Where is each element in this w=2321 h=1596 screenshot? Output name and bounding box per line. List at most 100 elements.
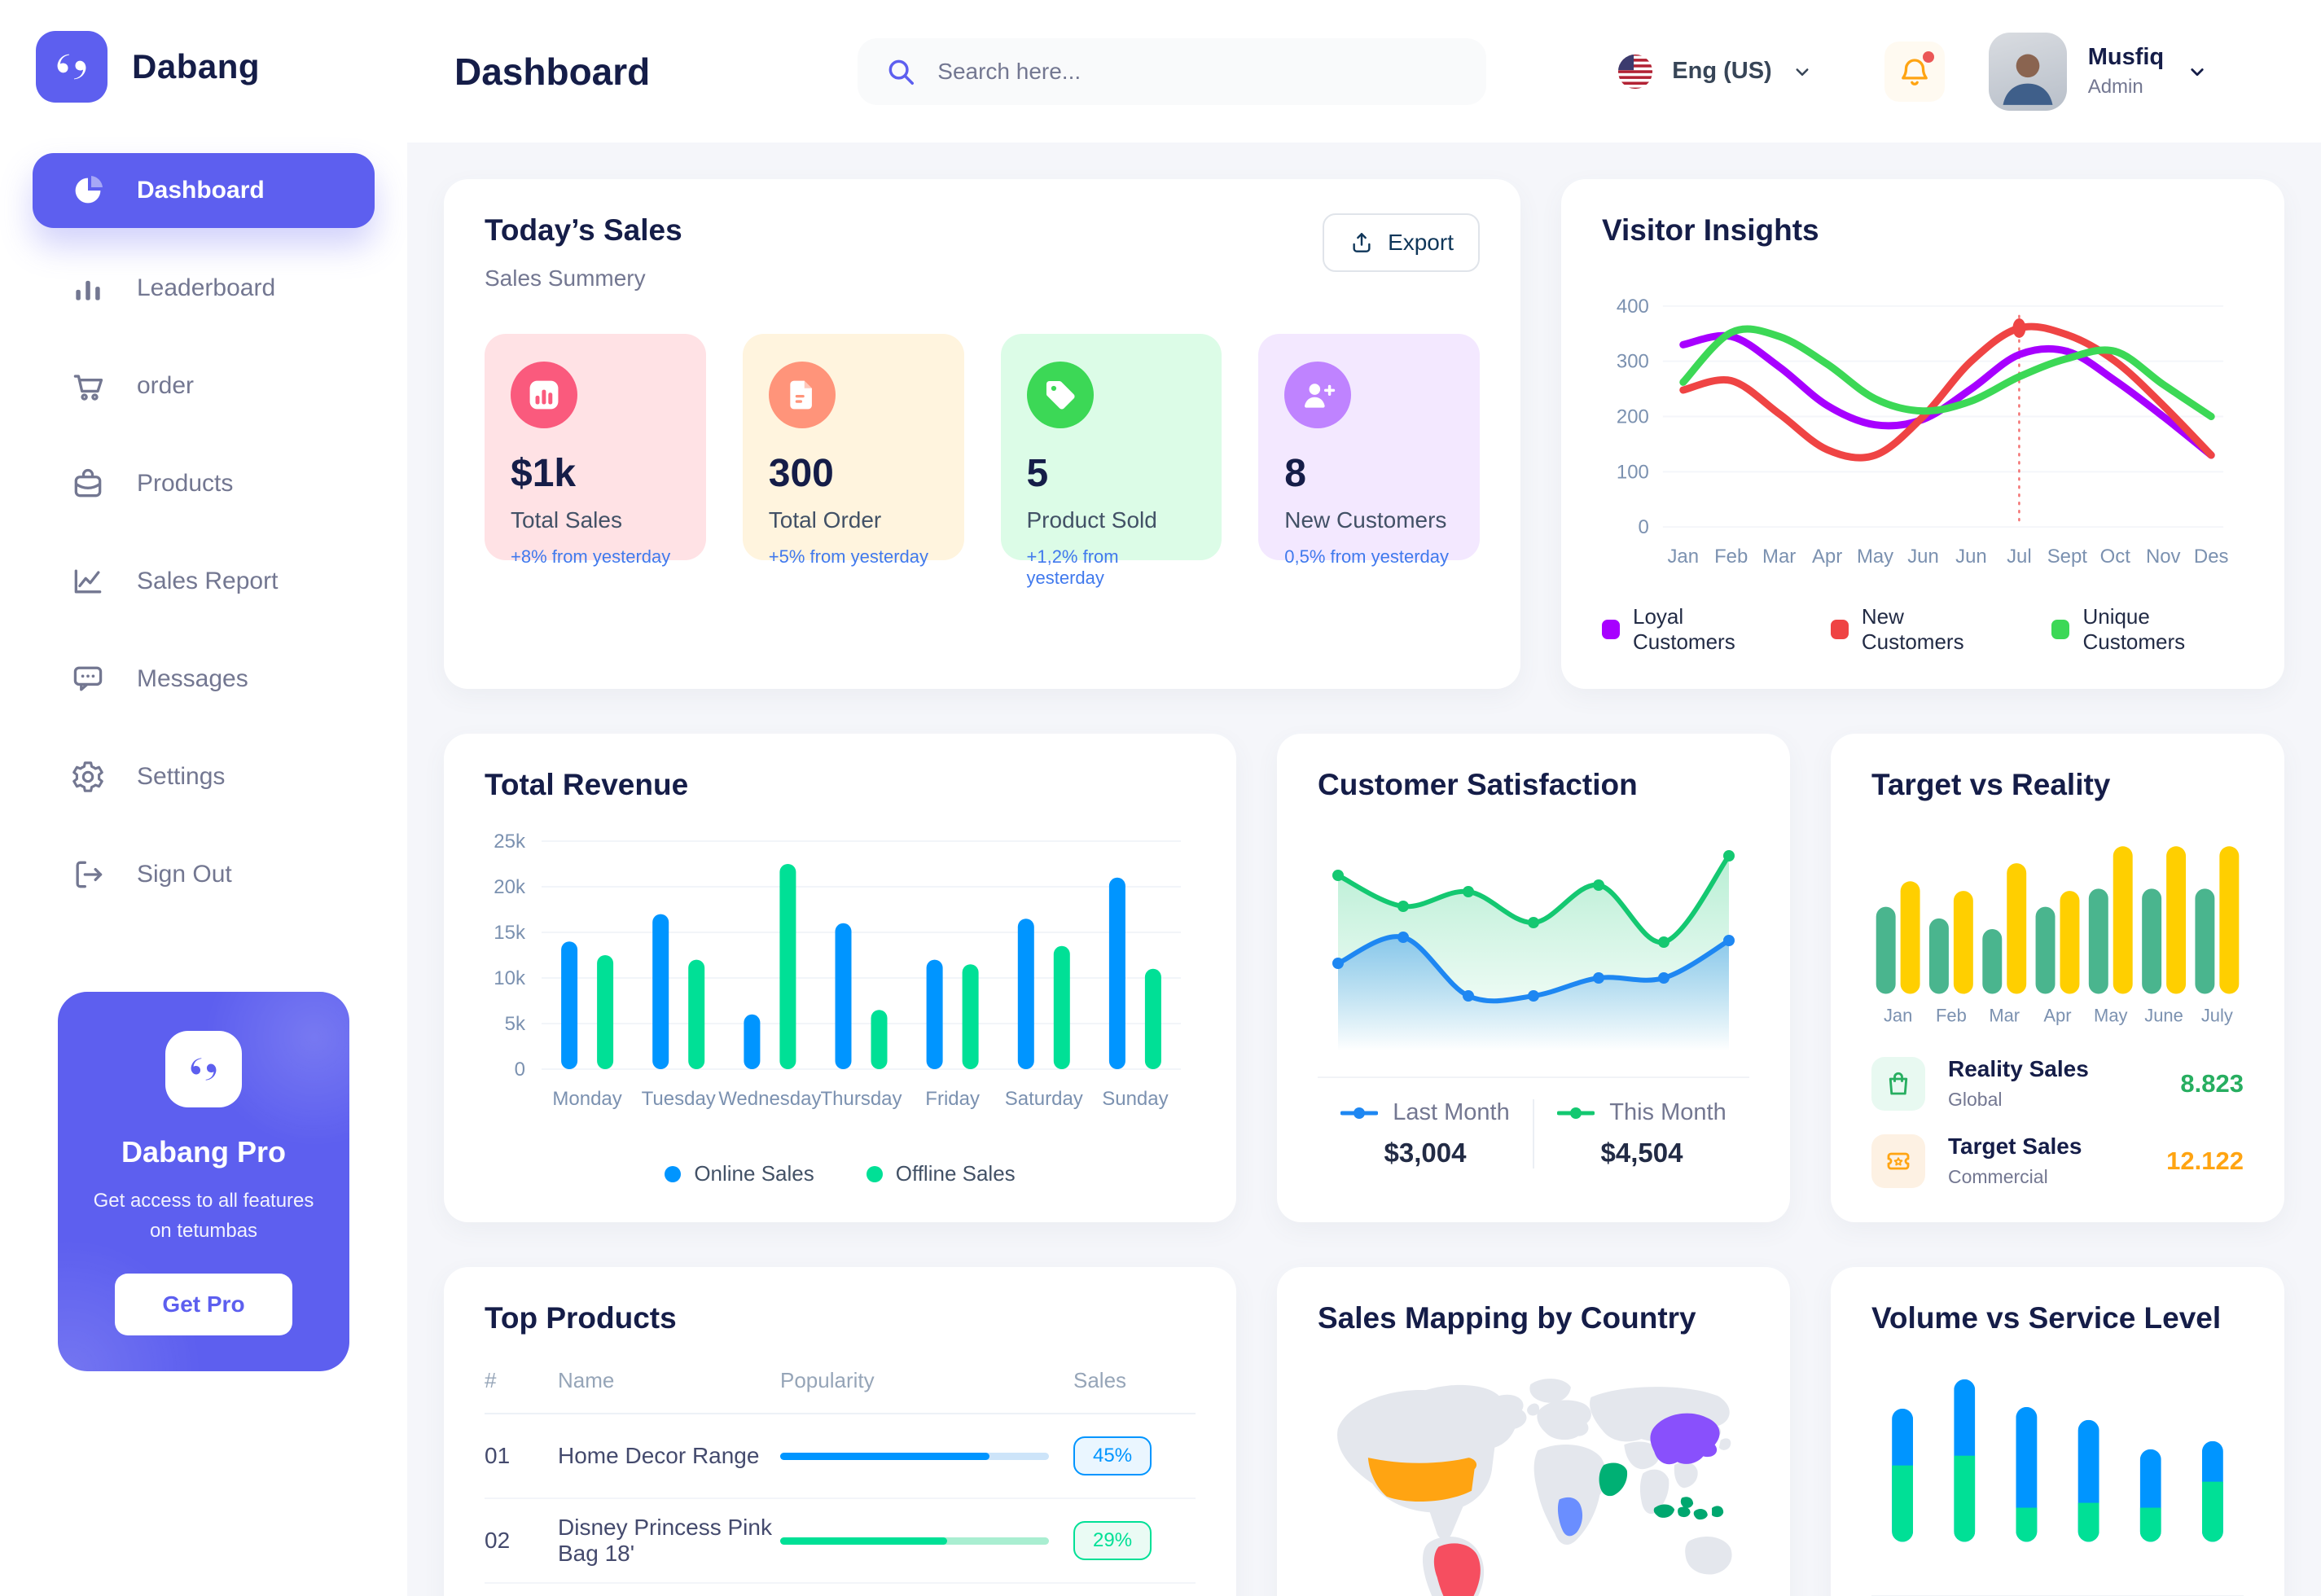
stat-label: Product Sold [1026, 507, 1157, 533]
sales-mapping-card: Sales Mapping by Country [1277, 1267, 1790, 1596]
landmass-india [1639, 1470, 1669, 1515]
stat-card[interactable]: 300 Total Order +5% from yesterday [742, 334, 964, 567]
map-country-china[interactable] [1650, 1414, 1720, 1465]
svg-text:Sunday: Sunday [1102, 1088, 1168, 1110]
stat-card[interactable]: $1k Total Sales +8% from yesterday [485, 334, 706, 567]
landmass-north-america [1337, 1385, 1527, 1540]
search-icon [888, 59, 915, 85]
stat-card[interactable]: 5 Product Sold +1,2% from yesterday [1000, 334, 1222, 588]
legend-item: Reality Sales Global 8.823 [1871, 1056, 2244, 1111]
sidebar-item-sales-report[interactable]: Sales Report [33, 544, 375, 619]
volume-service-card: Volume vs Service Level Volume1,135Servi… [1831, 1267, 2284, 1596]
target-vs-reality-card: Target vs Reality Jan Feb Mar Apr May June Jul… [1831, 734, 2284, 1223]
language-label: Eng (US) [1672, 58, 1772, 84]
stat-label: Total Order [768, 507, 882, 533]
customer-satisfaction-legend: Last Month $3,004 This Month $4,504 [1318, 1099, 1749, 1168]
svg-text:Tuesday: Tuesday [642, 1088, 716, 1110]
visitor-insights-chart: 0 100 200 300 400 Jan Feb Mar Apr May Jun Jun Jul Sep… [1617, 296, 2229, 568]
svg-text:Jan: Jan [1667, 546, 1699, 568]
chat-icon [70, 661, 106, 697]
stat-label: Total Sales [511, 507, 622, 533]
sidebar-item-settings[interactable]: Settings [33, 739, 375, 814]
customer-satisfaction-title: Customer Satisfaction [1318, 768, 1638, 801]
table-row[interactable]: 02 Disney Princess Pink Bag 18' 29% [485, 1499, 1196, 1585]
todays-sales-subtitle: Sales Summery [485, 265, 646, 291]
svg-text:Des: Des [2194, 546, 2229, 568]
user-plus-icon [1284, 362, 1352, 428]
landmass-greenland [1529, 1379, 1571, 1404]
dashboard-content: Today’s Sales Sales Summery Export $1k To… [407, 142, 2321, 1596]
table-row[interactable]: 03Bathroom Essentials18% [485, 1584, 1196, 1596]
target-vs-reality-chart: Jan Feb Mar Apr May June July [1876, 846, 2240, 1025]
profile-menu[interactable]: Musfiq Admin [1988, 32, 2209, 111]
line-chart-icon [70, 563, 106, 599]
svg-text:Feb: Feb [1936, 1005, 1967, 1025]
table-row[interactable]: 01 Home Decor Range 45% [485, 1414, 1196, 1500]
legend-item: New Customers [1830, 604, 2000, 655]
sidebar-item-sign-out[interactable]: Sign Out [33, 837, 375, 912]
svg-text:Mar: Mar [1989, 1005, 2020, 1025]
product-name: Home Decor Range [558, 1443, 760, 1469]
legend-item: Last Month $3,004 [1318, 1099, 1533, 1168]
landmass-australia [1685, 1537, 1732, 1575]
legend-item: Target Sales Commercial 12.122 [1871, 1133, 2244, 1188]
visitor-insights-legend: Loyal Customers New Customers Unique Custo… [1602, 604, 2244, 655]
top-products-header: # Name Popularity Sales [485, 1368, 1196, 1415]
tag-icon [1026, 362, 1094, 428]
map-country-usa[interactable] [1367, 1458, 1477, 1502]
top-products-card: Top Products # Name Popularity Sales 01 H… [444, 1267, 1236, 1596]
dabang-logo-icon [36, 31, 107, 103]
app-name: Dabang [132, 47, 261, 86]
map-country-saudi-arabia[interactable] [1599, 1462, 1628, 1497]
svg-text:Jun: Jun [1955, 546, 1987, 568]
sidebar-item-leaderboard[interactable]: Leaderboard [33, 251, 375, 326]
visitor-insights-card: Visitor Insights 0 100 200 300 400 Jan Feb Mar A… [1561, 179, 2284, 689]
map-country-brazil[interactable] [1433, 1543, 1481, 1596]
map-country-indonesia[interactable] [1653, 1497, 1724, 1520]
notification-bell[interactable] [1884, 41, 1945, 102]
sidebar-item-messages[interactable]: Messages [33, 642, 375, 717]
chevron-down-icon [1796, 68, 1809, 76]
sidebar-item-order[interactable]: order [33, 349, 375, 423]
svg-text:May: May [1857, 546, 1893, 568]
legend-item: Online Sales [665, 1161, 814, 1186]
map-country-congo[interactable] [1557, 1497, 1583, 1537]
sidebar-item-products[interactable]: Products [33, 446, 375, 521]
pie-chart-icon [70, 173, 106, 208]
landmass-europe [1537, 1400, 1591, 1440]
get-pro-button[interactable]: Get Pro [115, 1274, 292, 1336]
legend-item: Loyal Customers [1602, 604, 1779, 655]
mini-bar-chart-icon [511, 362, 577, 428]
stat-value: 8 [1284, 452, 1306, 495]
sales-mapping-title: Sales Mapping by Country [1318, 1301, 1696, 1335]
svg-text:Apr: Apr [1812, 546, 1842, 568]
sidebar-item-dashboard[interactable]: Dashboard [33, 153, 375, 228]
product-name: Disney Princess Pink Bag 18' [558, 1515, 772, 1567]
svg-text:Feb: Feb [1714, 546, 1748, 568]
stat-delta: +5% from yesterday [768, 546, 928, 567]
svg-text:Jan: Jan [1884, 1005, 1912, 1025]
bar-chart-icon [70, 270, 106, 306]
total-revenue-title: Total Revenue [485, 768, 689, 801]
sidebar-nav: Dashboard Leaderboard order Products Sales R… [33, 153, 375, 912]
svg-text:June: June [2144, 1005, 2183, 1025]
avatar [1988, 32, 2067, 111]
svg-text:Wednesday: Wednesday [718, 1088, 821, 1110]
export-button[interactable]: Export [1323, 213, 1480, 272]
total-revenue-chart: 0 5k 10k 15k 20k 25k Monday Tuesday WednesdayThu… [494, 831, 1181, 1110]
svg-text:300: 300 [1617, 351, 1649, 373]
search-bar[interactable] [858, 37, 1487, 105]
landmass-se-asia [1674, 1462, 1698, 1489]
stat-card[interactable]: 8 New Customers 0,5% from yesterday [1258, 334, 1480, 567]
cart-icon [70, 368, 106, 404]
search-input[interactable] [937, 58, 1459, 85]
export-icon [1353, 233, 1371, 252]
stat-delta: 0,5% from yesterday [1284, 546, 1449, 567]
bell-icon [1901, 58, 1928, 86]
sidebar: Dabang Dashboard Leaderboard order Products… [0, 0, 407, 1596]
svg-text:Apr: Apr [2043, 1005, 2071, 1025]
page-title: Dashboard [454, 50, 651, 93]
language-selector[interactable]: Eng (US) [1617, 53, 1814, 90]
svg-text:15k: 15k [494, 922, 526, 944]
svg-text:July: July [2201, 1005, 2233, 1025]
